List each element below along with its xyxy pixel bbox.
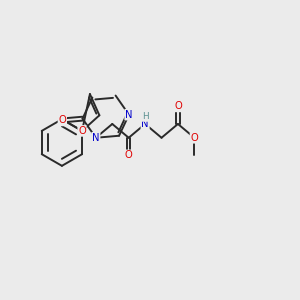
Text: N: N	[125, 110, 133, 120]
Text: O: O	[174, 101, 182, 111]
Text: N: N	[92, 133, 100, 143]
Text: O: O	[190, 133, 198, 143]
Text: N: N	[141, 119, 149, 129]
Text: H: H	[142, 112, 148, 121]
Text: O: O	[125, 150, 133, 160]
Text: O: O	[78, 126, 86, 136]
Text: O: O	[58, 116, 66, 125]
